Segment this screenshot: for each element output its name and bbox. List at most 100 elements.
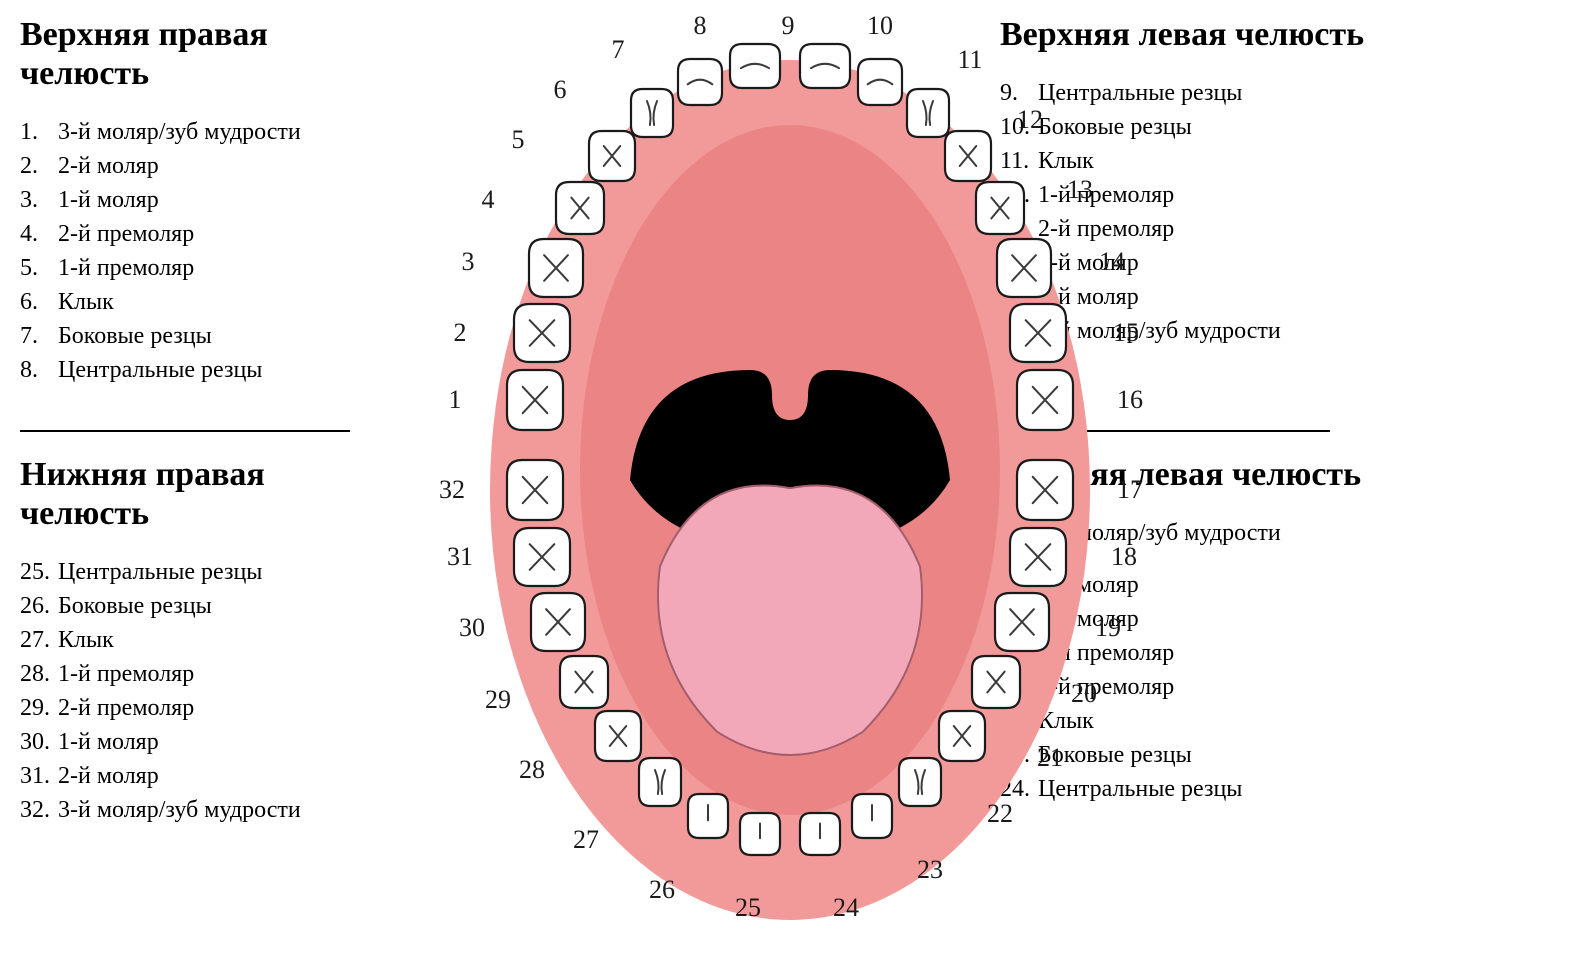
tooth-number-19: 19 xyxy=(1095,613,1121,643)
tooth-7 xyxy=(678,59,722,105)
tooth-12 xyxy=(945,131,991,181)
list-label: Центральные резцы xyxy=(58,357,262,383)
tooth-number-21: 21 xyxy=(1037,743,1063,773)
list-label: Центральные резцы xyxy=(58,559,262,585)
tooth-number-12: 12 xyxy=(1017,105,1043,135)
tooth-3 xyxy=(529,239,583,297)
list-number: 31. xyxy=(20,759,58,793)
tooth-number-15: 15 xyxy=(1113,318,1139,348)
tooth-list-item: 27.Клык xyxy=(20,623,390,657)
tooth-32 xyxy=(507,460,563,520)
tooth-30 xyxy=(531,593,585,651)
tooth-number-17: 17 xyxy=(1117,475,1143,505)
list-label: 2-й премоляр xyxy=(58,695,194,721)
tooth-list: 25.Центральные резцы26.Боковые резцы27.К… xyxy=(20,555,390,827)
tooth-24 xyxy=(800,813,840,855)
tooth-list-item: 7.Боковые резцы xyxy=(20,319,390,353)
list-label: Боковые резцы xyxy=(58,593,212,619)
tooth-17 xyxy=(1017,460,1073,520)
tooth-13 xyxy=(976,182,1024,234)
tooth-number-6: 6 xyxy=(554,75,567,105)
list-label: Клык xyxy=(58,627,114,653)
tooth-list-item: 1.3-й моляр/зуб мудрости xyxy=(20,115,390,149)
tooth-number-20: 20 xyxy=(1071,679,1097,709)
list-number: 26. xyxy=(20,589,58,623)
tooth-number-16: 16 xyxy=(1117,385,1143,415)
tooth-11 xyxy=(907,89,949,137)
tooth-list-item: 8.Центральные резцы xyxy=(20,353,390,387)
tooth-19 xyxy=(995,593,1049,651)
list-label: 2-й моляр xyxy=(58,153,159,179)
tooth-list-item: 31.2-й моляр xyxy=(20,759,390,793)
tooth-number-3: 3 xyxy=(462,247,475,277)
tooth-29 xyxy=(560,656,608,708)
list-number: 4. xyxy=(20,217,58,251)
list-label: 2-й премоляр xyxy=(58,221,194,247)
tooth-list-item: 28.1-й премоляр xyxy=(20,657,390,691)
tooth-list-item: 4.2-й премоляр xyxy=(20,217,390,251)
tooth-number-11: 11 xyxy=(957,45,982,75)
tooth-15 xyxy=(1010,304,1066,362)
tooth-number-22: 22 xyxy=(987,799,1013,829)
section-upper-right: Верхняя правая челюсть 1.3-й моляр/зуб м… xyxy=(20,15,390,387)
tooth-21 xyxy=(939,711,985,761)
tooth-number-7: 7 xyxy=(612,35,625,65)
tooth-6 xyxy=(631,89,673,137)
list-number: 2. xyxy=(20,149,58,183)
tooth-20 xyxy=(972,656,1020,708)
tooth-list-item: 26.Боковые резцы xyxy=(20,589,390,623)
tooth-18 xyxy=(1010,528,1066,586)
tooth-list-item: 30.1-й моляр xyxy=(20,725,390,759)
tooth-number-26: 26 xyxy=(649,875,675,905)
list-number: 30. xyxy=(20,725,58,759)
tooth-22 xyxy=(899,758,941,806)
tooth-number-9: 9 xyxy=(782,11,795,41)
tooth-number-23: 23 xyxy=(917,855,943,885)
divider-left xyxy=(20,430,350,432)
tooth-list: 1.3-й моляр/зуб мудрости2.2-й моляр3.1-й… xyxy=(20,115,390,387)
list-number: 28. xyxy=(20,657,58,691)
tooth-27 xyxy=(639,758,681,806)
list-number: 27. xyxy=(20,623,58,657)
list-number: 7. xyxy=(20,319,58,353)
tooth-1 xyxy=(507,370,563,430)
tooth-list-item: 29.2-й премоляр xyxy=(20,691,390,725)
tooth-number-13: 13 xyxy=(1067,175,1093,205)
mouth-svg xyxy=(390,0,1190,957)
list-label: 1-й моляр xyxy=(58,187,159,213)
tooth-list-item: 32.3-й моляр/зуб мудрости xyxy=(20,793,390,827)
list-label: 3-й моляр/зуб мудрости xyxy=(58,797,301,823)
tooth-number-8: 8 xyxy=(694,11,707,41)
mouth-diagram: 1234567891011121314151617181920212223242… xyxy=(390,0,1190,957)
list-number: 32. xyxy=(20,793,58,827)
tooth-number-4: 4 xyxy=(482,185,495,215)
list-label: Клык xyxy=(58,289,114,315)
tooth-23 xyxy=(852,794,892,838)
tooth-number-25: 25 xyxy=(735,893,761,923)
section-title: Нижняя правая челюсть xyxy=(20,455,390,533)
tooth-5 xyxy=(589,131,635,181)
tooth-14 xyxy=(997,239,1051,297)
tooth-8 xyxy=(730,44,780,88)
list-number: 8. xyxy=(20,353,58,387)
tooth-list-item: 6.Клык xyxy=(20,285,390,319)
list-label: 1-й премоляр xyxy=(58,661,194,687)
list-label: Боковые резцы xyxy=(58,323,212,349)
tooth-28 xyxy=(595,711,641,761)
tooth-10 xyxy=(858,59,902,105)
section-lower-right: Нижняя правая челюсть 25.Центральные рез… xyxy=(20,455,390,827)
list-number: 6. xyxy=(20,285,58,319)
tooth-16 xyxy=(1017,370,1073,430)
tooth-number-24: 24 xyxy=(833,893,859,923)
tooth-number-2: 2 xyxy=(454,318,467,348)
tooth-number-30: 30 xyxy=(459,613,485,643)
tooth-number-14: 14 xyxy=(1099,247,1125,277)
tooth-number-27: 27 xyxy=(573,825,599,855)
tooth-list-item: 2.2-й моляр xyxy=(20,149,390,183)
tooth-9 xyxy=(800,44,850,88)
tooth-31 xyxy=(514,528,570,586)
tooth-number-29: 29 xyxy=(485,685,511,715)
tooth-number-32: 32 xyxy=(439,475,465,505)
tooth-number-31: 31 xyxy=(447,542,473,572)
list-label: 3-й моляр/зуб мудрости xyxy=(58,119,301,145)
